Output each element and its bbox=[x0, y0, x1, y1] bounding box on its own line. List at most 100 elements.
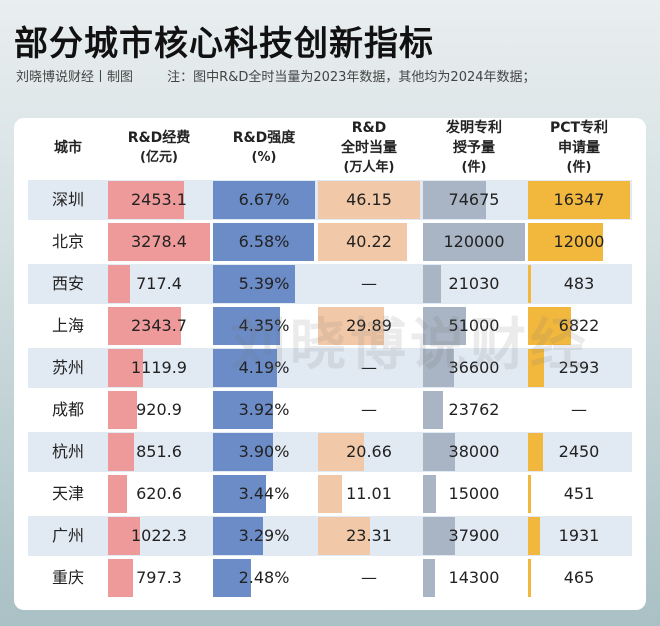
value-invention: 15000 bbox=[448, 484, 500, 503]
cell-rd_fte: — bbox=[318, 390, 420, 430]
value-invention: 36600 bbox=[448, 358, 500, 377]
cell-invention: 37900 bbox=[423, 516, 525, 556]
cell-rd_fte: — bbox=[318, 348, 420, 388]
city-name: 深圳 bbox=[51, 190, 84, 209]
value-rd_cost: 2453.1 bbox=[131, 190, 187, 209]
city-name: 上海 bbox=[51, 316, 84, 335]
value-rd_cost: 797.3 bbox=[136, 568, 182, 587]
bar-pct bbox=[528, 265, 531, 303]
value-pct: 6822 bbox=[558, 316, 600, 335]
cell-pct: 16347 bbox=[528, 180, 630, 220]
bar-rd_cost bbox=[108, 433, 135, 471]
bar-rd_cost bbox=[108, 223, 210, 261]
cell-rd_cost: 3278.4 bbox=[108, 222, 210, 262]
value-rd_fte: — bbox=[361, 274, 377, 293]
cell-pct: — bbox=[528, 390, 630, 430]
cell-pct: 2450 bbox=[528, 432, 630, 472]
bar-pct bbox=[528, 307, 571, 345]
value-invention: 38000 bbox=[448, 442, 500, 461]
bar-rd_cost bbox=[108, 517, 140, 555]
cell-rd_cost: 920.9 bbox=[108, 390, 210, 430]
bar-rd_fte bbox=[318, 181, 420, 219]
value-rd_cost: 851.6 bbox=[136, 442, 182, 461]
bar-rd_fte bbox=[318, 517, 370, 555]
table-row: 北京 3278.4 6.58% 40.22 120000 12000 bbox=[28, 222, 632, 262]
value-pct: 465 bbox=[563, 568, 595, 587]
value-rd_fte: 23.31 bbox=[346, 526, 392, 545]
bar-rd_intensity bbox=[213, 223, 314, 261]
city-name: 广州 bbox=[51, 526, 84, 545]
cell-rd_fte: 23.31 bbox=[318, 516, 420, 556]
cell-rd_intensity: 4.19% bbox=[213, 348, 315, 388]
city-name: 苏州 bbox=[51, 358, 84, 377]
bar-rd_fte bbox=[318, 475, 343, 513]
header-line: PCT专利 bbox=[549, 120, 609, 136]
bar-rd_cost bbox=[108, 391, 137, 429]
city-name: 成都 bbox=[51, 400, 84, 419]
bar-rd_intensity bbox=[213, 181, 315, 219]
bar-rd_cost bbox=[108, 349, 143, 387]
column-header-pct: PCT专利 申请量 (件) bbox=[528, 118, 630, 178]
bar-rd_fte bbox=[318, 307, 385, 345]
bar-rd_intensity bbox=[213, 349, 278, 387]
bar-invention bbox=[423, 559, 436, 597]
cell-rd_fte: — bbox=[318, 558, 420, 598]
bar-invention bbox=[423, 223, 525, 261]
cell-rd_fte: — bbox=[318, 264, 420, 304]
cell-pct: 2593 bbox=[528, 348, 630, 388]
cell-rd_intensity: 6.67% bbox=[213, 180, 315, 220]
table-row: 苏州 1119.9 4.19% — 36600 2593 bbox=[28, 348, 632, 388]
cell-rd_intensity: 5.39% bbox=[213, 264, 315, 304]
value-pct: 2450 bbox=[558, 442, 600, 461]
value-pct: 483 bbox=[563, 274, 595, 293]
cell-invention: 21030 bbox=[423, 264, 525, 304]
cell-rd_cost: 851.6 bbox=[108, 432, 210, 472]
header-line: R&D强度 bbox=[232, 130, 296, 146]
value-rd_cost: 1022.3 bbox=[131, 526, 187, 545]
cell-rd_cost: 797.3 bbox=[108, 558, 210, 598]
bar-pct bbox=[528, 517, 541, 555]
value-invention: 23762 bbox=[448, 400, 500, 419]
value-pct: 1931 bbox=[558, 526, 600, 545]
city-name: 杭州 bbox=[51, 442, 84, 461]
bar-rd_cost bbox=[108, 181, 185, 219]
value-invention: 51000 bbox=[448, 316, 500, 335]
city-name: 天津 bbox=[51, 484, 84, 503]
header-line: (件) bbox=[566, 160, 592, 175]
value-rd_cost: 1119.9 bbox=[131, 358, 187, 377]
table-row: 广州 1022.3 3.29% 23.31 37900 1931 bbox=[28, 516, 632, 556]
cell-invention: 23762 bbox=[423, 390, 525, 430]
cell-pct: 6822 bbox=[528, 306, 630, 346]
bar-pct bbox=[528, 475, 531, 513]
bar-rd_intensity bbox=[213, 307, 280, 345]
header-line: 全时当量 bbox=[341, 140, 397, 156]
value-rd_intensity: 4.35% bbox=[238, 316, 290, 335]
table-row: 深圳 2453.1 6.67% 46.15 74675 16347 bbox=[28, 180, 632, 220]
cell-pct: 451 bbox=[528, 474, 630, 514]
bar-rd_intensity bbox=[213, 475, 266, 513]
value-rd_fte: 20.66 bbox=[346, 442, 392, 461]
value-rd_intensity: 6.58% bbox=[238, 232, 290, 251]
page-title: 部分城市核心科技创新指标 bbox=[14, 24, 434, 64]
value-rd_intensity: 3.44% bbox=[238, 484, 290, 503]
cell-rd_cost: 2453.1 bbox=[108, 180, 210, 220]
cell-pct: 465 bbox=[528, 558, 630, 598]
cell-rd_cost: 620.6 bbox=[108, 474, 210, 514]
header-line: 授予量 bbox=[453, 140, 495, 156]
column-header-rd_intensity: R&D强度 (%) bbox=[213, 118, 315, 178]
city-name: 西安 bbox=[51, 274, 84, 293]
value-rd_fte: — bbox=[361, 400, 377, 419]
value-rd_intensity: 3.92% bbox=[238, 400, 290, 419]
table-row: 杭州 851.6 3.90% 20.66 38000 2450 bbox=[28, 432, 632, 472]
header-line: R&D bbox=[351, 120, 387, 136]
value-pct: 12000 bbox=[553, 232, 605, 251]
cell-rd_fte: 20.66 bbox=[318, 432, 420, 472]
table-row: 重庆 797.3 2.48% — 14300 465 bbox=[28, 558, 632, 598]
cell-pct: 12000 bbox=[528, 222, 630, 262]
bar-invention bbox=[423, 475, 436, 513]
header-line: (件) bbox=[461, 160, 487, 175]
header-line: 城市 bbox=[54, 140, 82, 156]
cell-rd_fte: 46.15 bbox=[318, 180, 420, 220]
cell-rd_cost: 1119.9 bbox=[108, 348, 210, 388]
cell-rd_intensity: 4.35% bbox=[213, 306, 315, 346]
